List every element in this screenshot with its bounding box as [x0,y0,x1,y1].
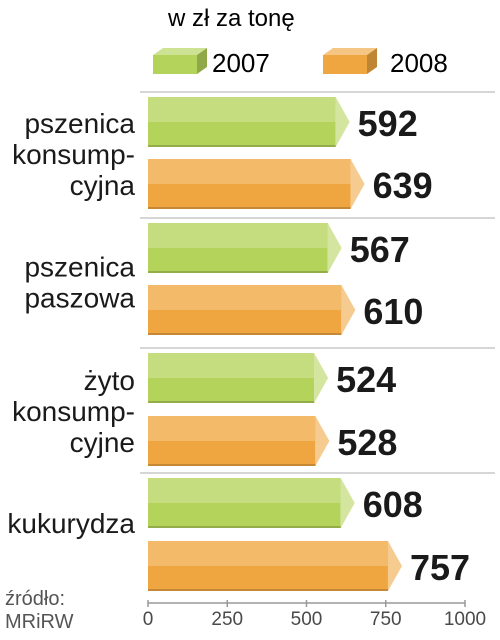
legend-label: 2007 [212,48,270,78]
data-label: 528 [337,422,397,463]
legend-swatch-front [323,55,367,74]
bar-3-2008 [148,541,402,591]
x-tick-label: 250 [211,609,243,630]
bar-tip [327,223,342,273]
bars: 592 639 567 610 524 528 608 757 [148,97,470,591]
x-tick-label: 500 [291,609,323,630]
data-label: 757 [410,547,470,588]
legend-item-2008: 2008 [323,48,448,78]
bar-highlight [148,541,388,566]
category-label-line: cyjna [70,170,136,201]
bar-0-2008 [148,159,365,209]
source-note: źródło:MRiRW [5,588,74,633]
chart-subtitle: w zł za tonę [167,5,295,32]
data-label: 567 [350,229,410,270]
data-label: 608 [363,484,423,525]
bar-tip [387,541,402,591]
category-label-line: żyto [84,365,135,396]
bar-highlight [148,285,342,310]
bar-tip [314,353,329,403]
bar-tip [315,416,330,466]
bar-highlight [148,223,328,248]
category-label-line: kukurydza [7,508,135,539]
bar-highlight [148,159,351,184]
legend-swatch-side [367,48,377,74]
legend: w zł za tonę 2007 2008 [153,5,448,78]
bar-1-2007 [148,223,342,273]
legend-label: 2008 [390,48,448,78]
source-line: MRiRW [5,611,74,633]
x-tick-label: 0 [143,609,154,630]
category-label-line: konsump- [12,139,135,170]
bar-0-2007 [148,97,350,147]
bar-highlight [148,416,316,441]
source-line: źródło: [5,588,65,610]
data-label: 610 [363,291,423,332]
bar-tip [350,159,365,209]
group-separators [140,91,495,474]
category-labels: pszenicakonsump-cyjnapszenicapaszoważyto… [7,108,135,539]
category-label-line: paszowa [24,283,135,314]
category-label-line: konsump- [12,396,135,427]
data-label: 592 [358,103,418,144]
legend-item-2007: 2007 [153,48,270,78]
category-label-line: pszenica [24,252,135,283]
x-tick-label: 750 [370,609,402,630]
legend-swatch-top [323,48,377,55]
bar-2-2008 [148,416,330,466]
bar-highlight [148,478,341,503]
x-tick-label: 1000 [444,609,486,630]
bar-tip [340,478,355,528]
legend-swatch-front [153,55,197,74]
category-label-3: kukurydza [7,508,135,539]
data-label: 639 [373,165,433,206]
bar-highlight [148,353,315,378]
legend-swatch-side [197,48,207,74]
category-label-line: cyjne [70,427,135,458]
bar-2-2007 [148,353,329,403]
data-label: 524 [336,359,396,400]
bar-tip [335,97,350,147]
legend-swatch-top [153,48,207,55]
bar-highlight [148,97,336,122]
bar-1-2008 [148,285,356,335]
x-axis: 0 250 500 750 1000 [143,600,486,630]
bar-3-2007 [148,478,355,528]
category-label-line: pszenica [24,108,135,139]
bar-tip [341,285,356,335]
